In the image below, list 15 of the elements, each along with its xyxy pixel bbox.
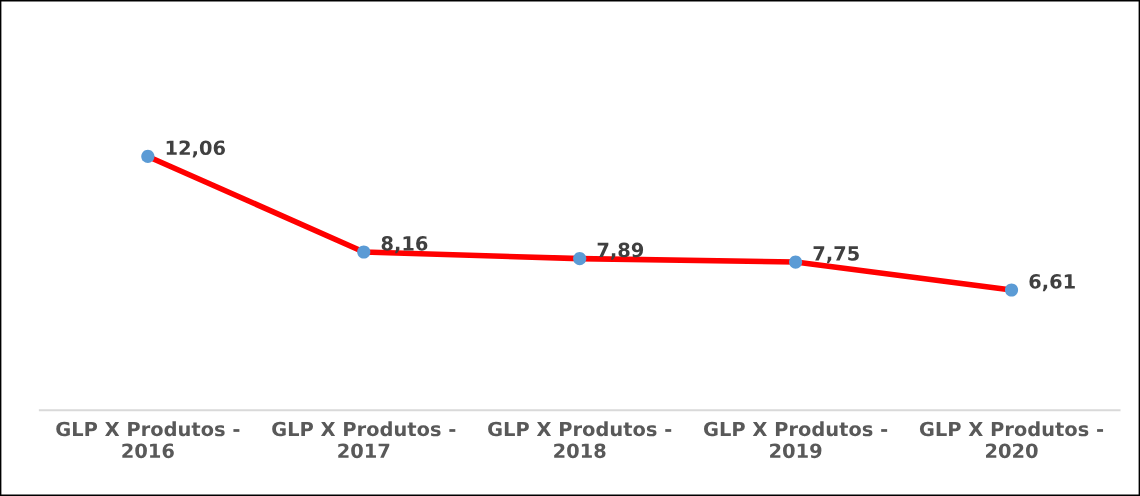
data-label: 12,06 <box>166 140 225 158</box>
x-tick-label: GLP X Produtos - 2018 <box>488 421 672 459</box>
x-tick-label: GLP X Produtos - 2020 <box>919 421 1104 459</box>
point <box>1004 283 1019 297</box>
data-label: 7,75 <box>813 246 859 264</box>
data-label: 6,61 <box>1029 273 1075 292</box>
point <box>141 149 155 163</box>
data-label: 8,16 <box>381 235 428 254</box>
x-tick-label: GLP X Produtos - 2016 <box>56 421 240 459</box>
point <box>357 245 371 259</box>
x-tick-label: GLP X Produtos - 2017 <box>272 421 456 459</box>
point <box>573 252 587 266</box>
point <box>789 255 803 269</box>
data-label: 7,89 <box>597 242 644 260</box>
x-tick-label: GLP X Produtos - 2019 <box>704 421 888 459</box>
